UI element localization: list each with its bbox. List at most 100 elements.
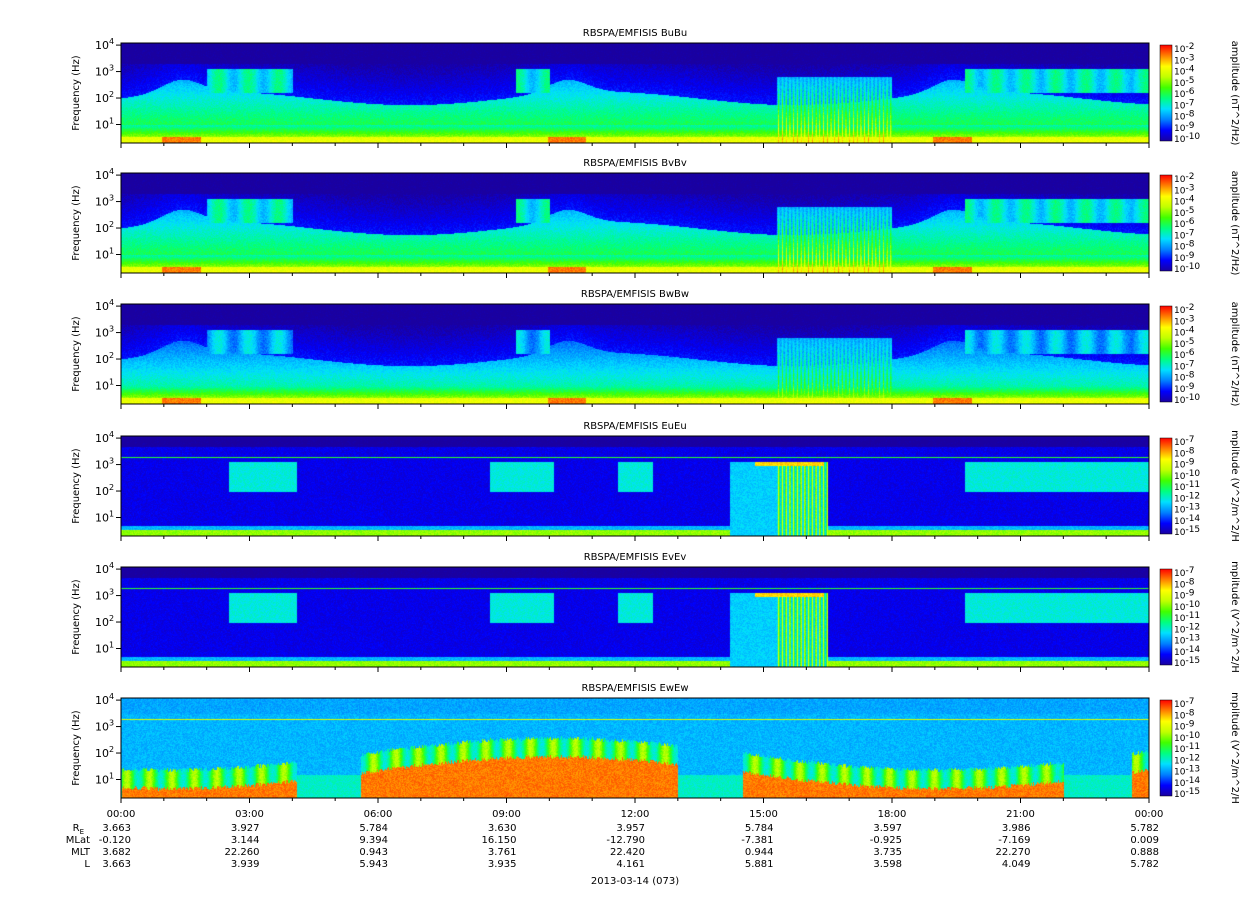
y-tick-label: 101	[95, 509, 114, 524]
colorbar-tick-label: 10-9	[1174, 251, 1195, 264]
y-tick-label: 101	[95, 246, 114, 261]
colorbar-tick-label: 10-15	[1174, 787, 1200, 800]
colorbar-tick-label: 10-7	[1174, 359, 1194, 372]
colorbar-tick-label: 10-2	[1174, 42, 1194, 55]
ephemeris-value: 0.009	[1130, 835, 1159, 846]
x-tick-label: 00:00	[1135, 809, 1164, 820]
colorbar-tick-label: 10-6	[1174, 217, 1195, 230]
ephemeris-value: 3.598	[873, 859, 902, 870]
date-label: 2013-03-14 (073)	[591, 876, 679, 887]
colorbar-tick-label: 10-7	[1174, 228, 1194, 241]
y-tick-label: 101	[95, 640, 114, 655]
ephemeris-value: 0.943	[359, 847, 388, 858]
ephemeris-row-label: RE	[73, 823, 84, 836]
colorbar-tick-label: 10-5	[1174, 337, 1194, 350]
y-axis-label: Frequency (Hz)	[71, 185, 82, 261]
spectrogram-image	[121, 43, 1149, 143]
colorbar-tick-label: 10-13	[1174, 503, 1200, 516]
y-tick-label: 104	[95, 167, 114, 182]
ephemeris-value: 4.049	[1002, 859, 1031, 870]
colorbar-tick-label: 10-8	[1174, 110, 1195, 123]
colorbar-tick-label: 10-6	[1174, 87, 1195, 100]
y-tick-label: 101	[95, 116, 114, 131]
panel-title: RBSPA/EMFISIS EvEv	[584, 552, 687, 563]
colorbar-tick-label: 10-10	[1174, 393, 1200, 406]
y-tick-label: 104	[95, 298, 114, 313]
ephemeris-value: 3.663	[102, 859, 131, 870]
colorbar	[1159, 174, 1173, 272]
ephemeris-value: 0.888	[1130, 847, 1159, 858]
x-tick-label: 21:00	[1006, 809, 1035, 820]
ephemeris-value: 22.420	[610, 847, 645, 858]
colorbar-tick-label: 10-9	[1174, 382, 1195, 395]
colorbar-tick-label: 10-5	[1174, 76, 1194, 89]
ephemeris-value: 5.784	[359, 823, 388, 834]
y-axis-label: Frequency (Hz)	[71, 710, 82, 786]
colorbar-tick-label: 10-10	[1174, 600, 1200, 613]
spectrogram-image	[121, 173, 1149, 273]
y-tick-label: 104	[95, 561, 114, 576]
panel-title: RBSPA/EMFISIS BwBw	[581, 289, 689, 300]
y-tick-label: 103	[95, 64, 114, 79]
colorbar-tick-label: 10-3	[1174, 53, 1194, 66]
ephemeris-value: 3.144	[231, 835, 260, 846]
colorbar-tick-label: 10-15	[1174, 525, 1200, 538]
colorbar-tick-label: 10-15	[1174, 656, 1200, 669]
colorbar-tick-label: 10-7	[1174, 697, 1194, 710]
colorbar-tick-label: 10-11	[1174, 742, 1200, 755]
ephemeris-value: 0.944	[745, 847, 774, 858]
y-axis-label: Frequency (Hz)	[71, 316, 82, 392]
y-tick-label: 102	[95, 351, 114, 366]
ephemeris-value: -7.169	[998, 835, 1030, 846]
colorbar-tick-label: 10-12	[1174, 622, 1200, 635]
ephemeris-value: 3.663	[102, 823, 131, 834]
ephemeris-value: 3.630	[488, 823, 517, 834]
spectrogram-panel-2: RBSPA/EMFISIS BvBv 101 102 103 104 Frequency …	[71, 158, 1240, 278]
colorbar-label: amplitude (nT^2/Hz)	[1229, 302, 1240, 407]
spectrogram-image	[121, 567, 1149, 667]
ephemeris-value: 5.784	[745, 823, 774, 834]
ephemeris-value: 3.597	[873, 823, 902, 834]
y-tick-label: 103	[95, 719, 114, 734]
colorbar	[1159, 568, 1173, 666]
colorbar-tick-label: 10-12	[1174, 753, 1200, 766]
y-tick-label: 101	[95, 377, 114, 392]
colorbar-tick-label: 10-13	[1174, 634, 1200, 647]
y-tick-label: 104	[95, 430, 114, 445]
colorbar-tick-label: 10-7	[1174, 435, 1194, 448]
colorbar-label: mplitude (V^2/m^2/H	[1229, 692, 1240, 804]
ephemeris-value: 5.782	[1130, 859, 1159, 870]
x-tick-label: 00:00	[107, 809, 136, 820]
y-tick-label: 104	[95, 37, 114, 52]
colorbar-tick-label: 10-9	[1174, 589, 1195, 602]
colorbar-tick-label: 10-10	[1174, 469, 1200, 482]
ephemeris-value: -12.790	[606, 835, 645, 846]
colorbar	[1159, 699, 1173, 797]
x-tick-label: 09:00	[492, 809, 521, 820]
colorbar-tick-label: 10-7	[1174, 566, 1194, 579]
y-tick-label: 103	[95, 457, 114, 472]
spectrogram-panel-1: RBSPA/EMFISIS BuBu 101 102 103 104 Frequency …	[71, 28, 1240, 148]
colorbar	[1159, 305, 1173, 403]
colorbar-tick-label: 10-8	[1174, 371, 1195, 384]
y-axis-label: Frequency (Hz)	[71, 55, 82, 131]
ephemeris-value: 22.260	[225, 847, 260, 858]
ephemeris-value: 3.957	[616, 823, 645, 834]
ephemeris-value: -0.120	[99, 835, 131, 846]
spectrogram-panel-5: RBSPA/EMFISIS EvEv 101 102 103 104 Frequency …	[71, 552, 1240, 673]
ephemeris-value: 5.943	[359, 859, 388, 870]
ephemeris-value: 9.394	[359, 835, 388, 846]
y-tick-label: 102	[95, 483, 114, 498]
spectrogram-image	[121, 436, 1149, 536]
colorbar-tick-label: 10-12	[1174, 491, 1200, 504]
colorbar-tick-label: 10-8	[1174, 577, 1195, 590]
colorbar-tick-label: 10-5	[1174, 206, 1194, 219]
colorbar-tick-label: 10-4	[1174, 195, 1195, 208]
ephemeris-table: RE 3.663 3.927 5.784 3.630 3.957 5.784 3.597 3.9…	[66, 823, 1159, 870]
y-tick-label: 102	[95, 220, 114, 235]
panel-title: RBSPA/EMFISIS EuEu	[583, 421, 686, 432]
y-tick-label: 102	[95, 614, 114, 629]
ephemeris-value: 3.927	[231, 823, 260, 834]
colorbar-tick-label: 10-7	[1174, 98, 1194, 111]
colorbar-label: mplitude (V^2/m^2/H	[1229, 561, 1240, 673]
